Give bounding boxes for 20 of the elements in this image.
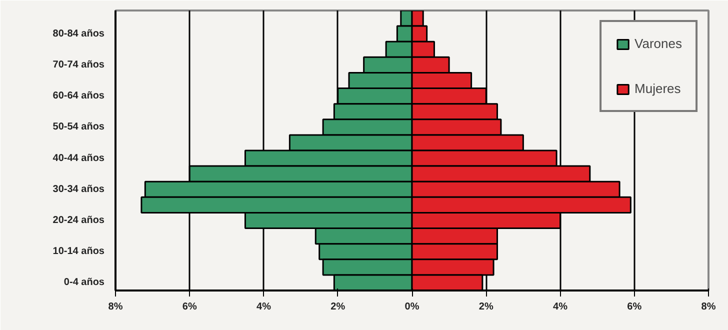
x-tick-label: 0% xyxy=(404,302,420,312)
y-tick-label: 60-64 años xyxy=(52,90,105,102)
y-tick-label: 20-24 años xyxy=(52,215,105,226)
x-tick-label: 4% xyxy=(256,302,272,312)
x-tick-label: 4% xyxy=(553,302,568,312)
x-tick-label: 8% xyxy=(701,302,716,312)
x-tick-label: 6% xyxy=(182,302,197,312)
legend-label: Varones xyxy=(634,36,682,51)
legend-label: Mujeres xyxy=(634,81,681,96)
x-tick-label: 8% xyxy=(108,302,123,312)
y-tick-label: 70-74 años xyxy=(52,59,105,70)
y-tick-label: 80-84 años xyxy=(52,28,105,40)
y-tick-label: 50-54 años xyxy=(52,122,105,133)
y-tick-label: 40-44 años xyxy=(52,152,105,164)
y-tick-label: 30-34 años xyxy=(52,184,105,195)
x-tick-label: 2% xyxy=(478,302,494,312)
y-tick-label: 10-14 años xyxy=(52,246,105,258)
x-tick-label: 2% xyxy=(330,302,346,312)
x-tick-label: 6% xyxy=(627,302,642,312)
y-tick-label: 0-4 años xyxy=(64,277,105,288)
